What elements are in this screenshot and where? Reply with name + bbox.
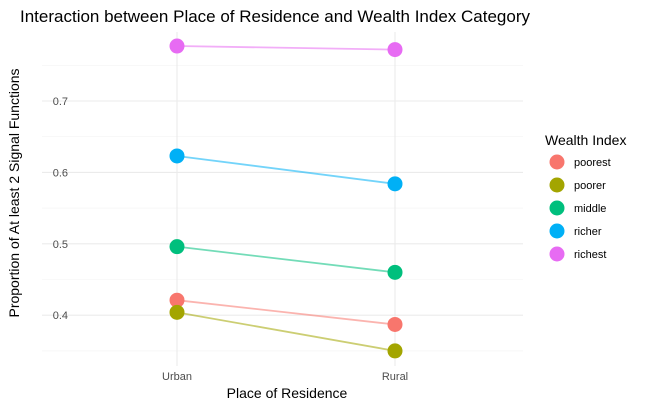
series-points: [169, 38, 403, 359]
data-point-poorer: [387, 343, 403, 359]
x-tick-label: Urban: [162, 371, 192, 383]
y-tick-label: 0.7: [53, 96, 68, 108]
y-tick-label: 0.4: [53, 310, 68, 322]
legend-label-poorer: poorer: [574, 180, 606, 192]
series-line-middle: [176, 245, 396, 274]
data-point-poorest: [169, 292, 185, 308]
legend-label-richest: richest: [574, 249, 606, 261]
series-line-richest: [176, 45, 396, 51]
data-point-middle: [387, 264, 403, 280]
series-line-poorest: [176, 299, 396, 326]
legend-label-poorest: poorest: [574, 157, 611, 169]
y-tick-label: 0.5: [53, 239, 68, 251]
chart-title: Interaction between Place of Residence a…: [20, 7, 531, 26]
legend-key-richest: [549, 246, 565, 262]
series-lines: [176, 45, 396, 352]
legend-label-richer: richer: [574, 226, 602, 238]
y-axis-ticks: 0.4 0.5 0.6 0.7: [53, 96, 68, 322]
legend-label-middle: middle: [574, 203, 606, 215]
data-point-richer: [169, 148, 185, 164]
grid: [42, 32, 523, 366]
series-line-poorer: [176, 311, 396, 352]
series-line-richer: [176, 155, 396, 185]
legend-key-poorer: [549, 177, 565, 193]
x-axis-ticks: Urban Rural: [162, 371, 408, 383]
data-point-richest: [387, 42, 403, 58]
legend-key-poorest: [549, 154, 565, 170]
legend-key-middle: [549, 200, 565, 216]
y-tick-label: 0.6: [53, 167, 68, 179]
data-point-richest: [169, 38, 185, 54]
data-point-richer: [387, 176, 403, 192]
legend-title: Wealth Index: [545, 132, 626, 148]
y-axis-title: Proportion of At least 2 Signal Function…: [6, 68, 22, 317]
x-tick-label: Rural: [382, 371, 408, 383]
data-point-poorer: [169, 304, 185, 320]
data-point-poorest: [387, 316, 403, 332]
legend: Wealth Index poorest poorer middle richer ri…: [545, 132, 626, 262]
legend-key-richer: [549, 223, 565, 239]
data-point-middle: [169, 239, 185, 255]
x-axis-title: Place of Residence: [227, 385, 348, 401]
